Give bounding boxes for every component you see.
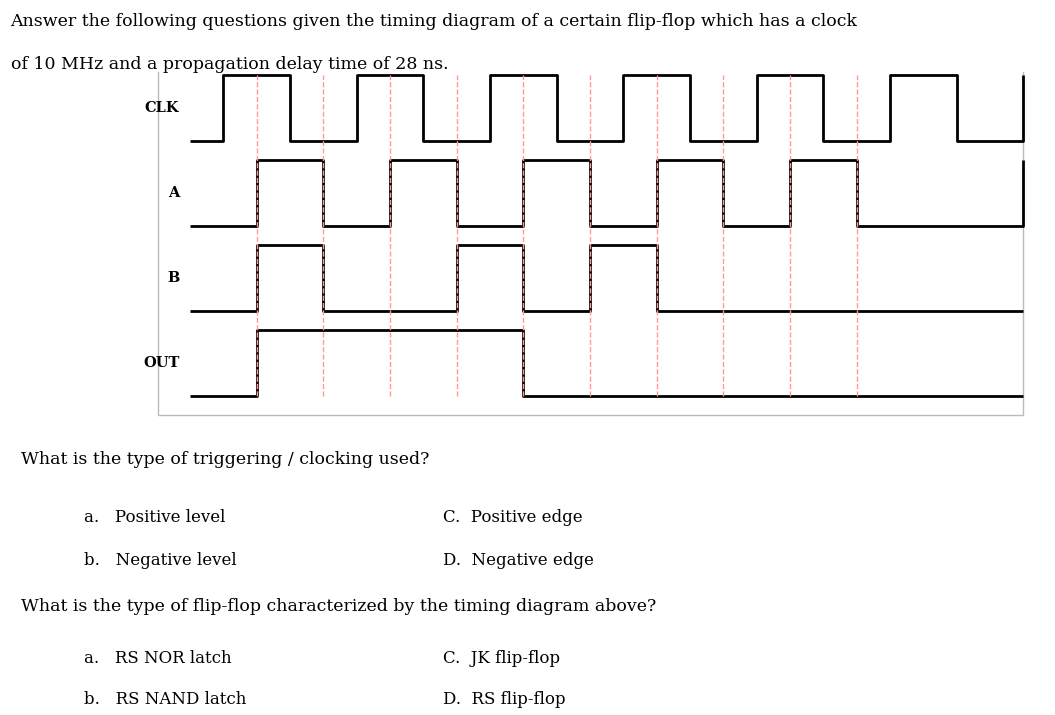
- Text: C.  Positive edge: C. Positive edge: [443, 508, 582, 526]
- Text: B: B: [167, 271, 179, 285]
- Text: What is the type of triggering / clocking used?: What is the type of triggering / clockin…: [21, 451, 429, 468]
- Text: A: A: [168, 186, 179, 200]
- Text: D.  Negative edge: D. Negative edge: [443, 552, 594, 569]
- Text: b.   Negative level: b. Negative level: [84, 552, 237, 569]
- Text: of 10 MHz and a propagation delay time of 28 ns.: of 10 MHz and a propagation delay time o…: [11, 56, 448, 73]
- Text: What is the type of flip-flop characterized by the timing diagram above?: What is the type of flip-flop characteri…: [21, 598, 656, 615]
- Text: Answer the following questions given the timing diagram of a certain flip-flop w: Answer the following questions given the…: [11, 13, 858, 30]
- Text: D.  RS flip-flop: D. RS flip-flop: [443, 691, 565, 708]
- Text: a.   RS NOR latch: a. RS NOR latch: [84, 650, 232, 667]
- Text: CLK: CLK: [145, 102, 179, 115]
- Text: C.  JK flip-flop: C. JK flip-flop: [443, 650, 560, 667]
- Text: b.   RS NAND latch: b. RS NAND latch: [84, 691, 247, 708]
- Text: a.   Positive level: a. Positive level: [84, 508, 226, 526]
- Text: OUT: OUT: [143, 356, 179, 370]
